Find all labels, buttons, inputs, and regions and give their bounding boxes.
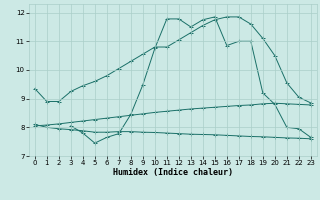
- X-axis label: Humidex (Indice chaleur): Humidex (Indice chaleur): [113, 168, 233, 177]
